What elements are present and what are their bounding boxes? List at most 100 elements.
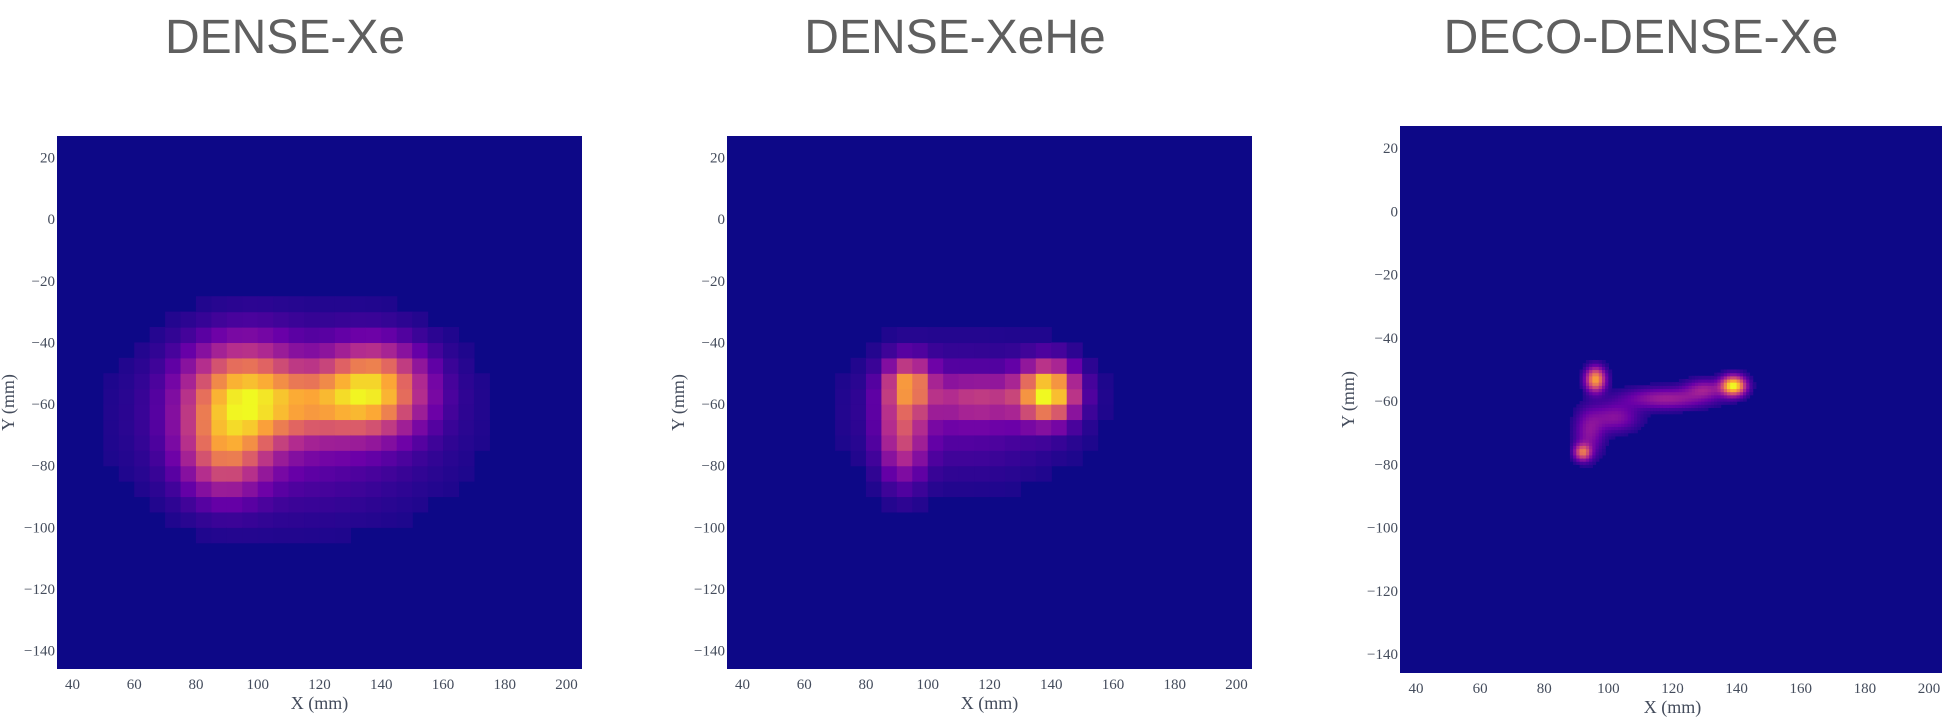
heatmap-cell: [1598, 388, 1603, 393]
heatmap-cell: [1618, 394, 1622, 399]
heatmap-cell: [1666, 385, 1670, 390]
heatmap-cell: [365, 450, 382, 467]
heatmap-cell: [1621, 397, 1626, 402]
heatmap-cell: [1579, 423, 1584, 427]
heatmap-cell: [1585, 464, 1590, 469]
heatmap-cell: [1646, 410, 1651, 415]
heatmap-cell: [1598, 375, 1603, 380]
heatmap-cell: [1669, 401, 1674, 405]
heatmap-cell: [1601, 369, 1606, 374]
heatmap-cell: [1739, 391, 1744, 396]
heatmap-cell: [1082, 357, 1099, 374]
heatmap-cell: [1066, 419, 1083, 436]
heatmap-cell: [1630, 391, 1635, 396]
heatmap-cell: [1717, 394, 1722, 399]
heatmap-cell: [412, 450, 429, 467]
heatmap-cell: [1730, 394, 1735, 399]
heatmap-cell: [1582, 454, 1587, 459]
heatmap-cell: [1592, 391, 1597, 396]
heatmap-cell: [412, 342, 429, 359]
heatmap-cell: [1646, 397, 1651, 402]
heatmap-cell: [1582, 363, 1587, 367]
heatmap-cell: [1634, 420, 1638, 424]
heatmap-cell: [1611, 410, 1616, 415]
heatmap-cell: [1627, 391, 1632, 396]
heatmap-cell: [1035, 342, 1052, 359]
heatmap-cell: [1669, 388, 1674, 393]
heatmap-cell: [1589, 378, 1593, 383]
heatmap-cell: [865, 450, 883, 467]
heatmap-cell: [273, 434, 290, 451]
heatmap-cell: [242, 404, 259, 421]
heatmap-cell: [1685, 407, 1690, 412]
heatmap-cell: [1739, 369, 1744, 374]
heatmap-cell: [1653, 410, 1658, 415]
heatmap-cell: [1682, 407, 1686, 412]
heatmap-cell: [1066, 404, 1083, 421]
heatmap-cell: [1579, 369, 1584, 374]
heatmap-cell: [1592, 401, 1597, 405]
heatmap-cell: [1736, 375, 1741, 380]
x-tick-label: 120: [308, 677, 331, 693]
heatmap-cell: [165, 404, 182, 421]
heatmap-cell: [365, 357, 382, 374]
heatmap-cell: [180, 327, 197, 344]
heatmap-cell: [1688, 394, 1693, 399]
heatmap-cell: [1730, 375, 1735, 380]
heatmap-cell: [165, 419, 182, 436]
heatmap-cell: [1630, 429, 1635, 434]
heatmap-cell: [1585, 375, 1590, 380]
heatmap-cell: [304, 465, 321, 482]
heatmap-cell: [1595, 410, 1600, 415]
heatmap-cell: [1624, 385, 1629, 390]
heatmap-cell: [927, 481, 944, 498]
heatmap-cell: [1601, 426, 1606, 431]
heatmap-cell: [1627, 407, 1632, 412]
heatmap-cell: [273, 450, 290, 467]
heatmap-cell: [896, 327, 913, 344]
heatmap-cell: [396, 511, 413, 528]
heatmap-cell: [1662, 385, 1667, 390]
heatmap-cell: [1569, 439, 1574, 443]
heatmap-cell: [1595, 372, 1600, 377]
heatmap-cell: [1630, 416, 1635, 421]
heatmap-cell: [334, 373, 351, 390]
heatmap-cell: [1595, 442, 1600, 446]
heatmap-cell: [1672, 382, 1677, 386]
heatmap-cell: [1710, 375, 1715, 380]
heatmap-cell: [927, 450, 944, 467]
heatmap-cell: [1589, 457, 1593, 462]
heatmap-cell: [304, 434, 321, 451]
heatmap-cell: [1749, 391, 1754, 396]
heatmap-cell: [1605, 388, 1609, 393]
heatmap-cell: [1749, 388, 1754, 393]
heatmap-cell: [1579, 432, 1584, 437]
heatmap-cell: [1582, 410, 1587, 415]
heatmap-cell: [865, 465, 883, 482]
heatmap-cell: [1685, 401, 1690, 405]
heatmap-cell: [350, 296, 367, 313]
heatmap-cell: [1624, 413, 1629, 418]
heatmap-cell: [1621, 401, 1626, 405]
heatmap-cell: [381, 496, 398, 513]
heatmap-cell: [288, 388, 305, 405]
heatmap-cell: [989, 373, 1006, 390]
heatmap-cell: [103, 450, 120, 467]
heatmap-cell: [1704, 391, 1709, 396]
heatmap-cell: [1576, 404, 1581, 408]
heatmap-cell: [365, 434, 382, 451]
heatmap-cell: [1666, 388, 1670, 393]
heatmap-cell: [211, 465, 228, 482]
heatmap-cell: [211, 481, 228, 498]
heatmap-cell: [381, 388, 398, 405]
heatmap-cell: [1611, 404, 1616, 408]
heatmap-cell: [1743, 378, 1747, 383]
heatmap-cell: [1634, 413, 1638, 418]
heatmap-cell: [1653, 397, 1658, 402]
heatmap-cell: [319, 373, 336, 390]
heatmap-cell: [134, 450, 151, 467]
heatmap-cell: [427, 373, 444, 390]
heatmap-cell: [288, 527, 305, 544]
x-tick-label: 100: [246, 677, 269, 693]
heatmap-cell: [1666, 394, 1670, 399]
